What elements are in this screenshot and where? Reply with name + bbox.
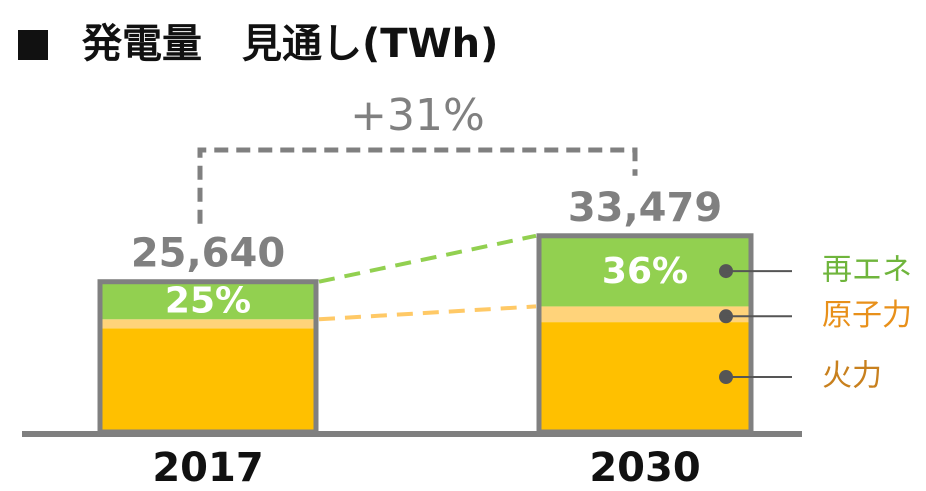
bar-segment	[100, 281, 316, 320]
growth-bracket	[197, 147, 638, 224]
legend-label: 再エネ	[822, 253, 912, 288]
connector	[318, 233, 537, 284]
bar-segment	[539, 235, 751, 307]
connector	[318, 304, 537, 322]
legend-label: 原子力	[822, 298, 912, 333]
bar-segment	[100, 319, 316, 329]
x-tick-label: 2017	[152, 445, 263, 491]
chart-title: 発電量 見通し(TWh)	[82, 21, 498, 67]
total-label: 33,479	[568, 185, 722, 231]
bar-segment	[100, 328, 316, 432]
value-label: 25%	[165, 281, 251, 322]
bar-segment	[539, 306, 751, 323]
title-bullet	[18, 30, 48, 60]
legend-label: 火力	[822, 359, 882, 394]
value-label: 36%	[602, 251, 688, 292]
bar-outline	[97, 279, 319, 435]
bar-outline	[536, 233, 754, 435]
bar-segment	[539, 322, 751, 432]
growth-annotation: +31%	[350, 90, 485, 141]
x-tick-label: 2030	[589, 445, 700, 491]
total-label: 25,640	[131, 231, 285, 277]
